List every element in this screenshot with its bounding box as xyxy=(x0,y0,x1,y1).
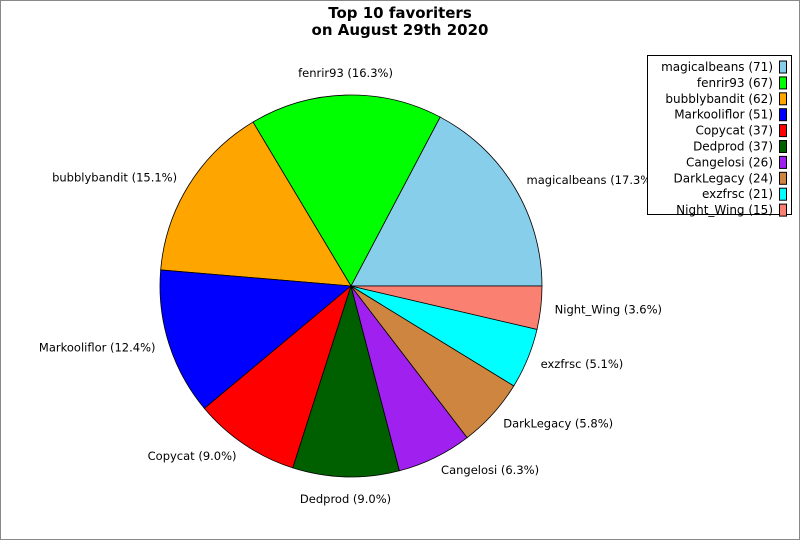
legend-label: Copycat (37) xyxy=(695,124,773,138)
legend-label: fenrir93 (67) xyxy=(697,76,773,90)
slice-label: Night_Wing (3.6%) xyxy=(555,302,662,316)
slice-label: Dedprod (9.0%) xyxy=(300,492,391,506)
slice-label: Markooliflor (12.4%) xyxy=(39,341,156,355)
pie-slice-bubblybandit xyxy=(160,121,352,287)
chart-title-line-2: on August 29th 2020 xyxy=(312,21,489,39)
pie-slice-Night_Wing xyxy=(350,285,543,330)
legend: magicalbeans (71) fenrir93 (67) bubblyband… xyxy=(647,55,792,217)
legend-label: Cangelosi (26) xyxy=(686,155,773,169)
legend-label: bubblybandit (62) xyxy=(665,92,773,106)
legend-box xyxy=(647,55,792,215)
legend-swatch xyxy=(779,187,787,201)
legend-swatch xyxy=(779,60,787,74)
pie-slice-Dedprod xyxy=(292,284,400,478)
legend-label: magicalbeans (71) xyxy=(661,60,773,74)
legend-swatch xyxy=(779,108,787,122)
legend-label: Markooliflor (51) xyxy=(674,108,773,122)
legend-swatch xyxy=(779,171,787,185)
slice-label: exzfrsc (5.1%) xyxy=(541,357,624,371)
legend-swatch xyxy=(779,203,787,217)
pie-slice-Markooliflor xyxy=(159,269,353,409)
pie-slice-fenrir93 xyxy=(252,94,441,287)
legend-label: exzfrsc (21) xyxy=(702,187,773,201)
legend-swatch xyxy=(779,76,787,90)
legend-label: Dedprod (37) xyxy=(693,140,773,154)
slice-label: magicalbeans (17.3%) xyxy=(527,173,656,187)
pie-slice-magicalbeans xyxy=(350,116,543,287)
pie-slice-Copycat xyxy=(203,284,352,469)
slice-label: Copycat (9.0%) xyxy=(148,449,237,463)
legend-label: DarkLegacy (24) xyxy=(674,171,773,185)
legend-swatch xyxy=(779,124,787,138)
chart-title-line-1: Top 10 favoriters xyxy=(328,4,472,22)
legend-swatch xyxy=(779,92,787,106)
slice-label: fenrir93 (16.3%) xyxy=(298,66,393,80)
slice-label: bubblybandit (15.1%) xyxy=(52,170,177,184)
legend-swatch xyxy=(779,140,787,153)
legend-label: Night_Wing (15) xyxy=(676,203,773,217)
slice-label: DarkLegacy (5.8%) xyxy=(503,416,613,430)
slice-label: Cangelosi (6.3%) xyxy=(441,463,539,477)
legend-swatch xyxy=(779,155,787,169)
